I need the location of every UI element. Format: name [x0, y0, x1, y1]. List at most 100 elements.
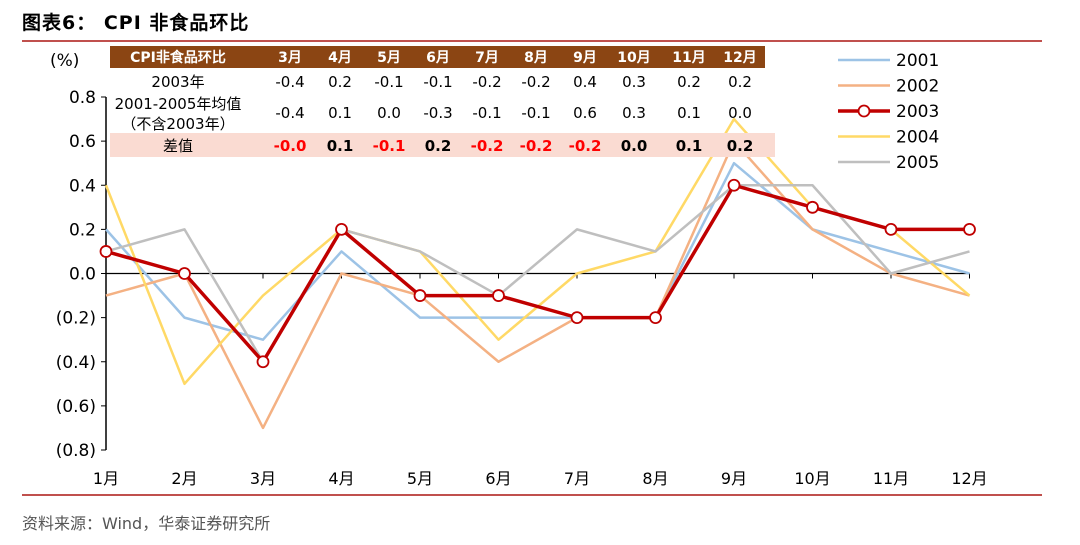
- table-cell: 0.2: [728, 73, 752, 91]
- table-cell: -0.3: [423, 104, 452, 122]
- legend: 2001 2002 2003 2004 2005: [838, 51, 939, 173]
- table-diff-cell: -0.2: [471, 137, 504, 155]
- legend-marker-2003: [857, 104, 871, 118]
- table-cell: 0.2: [328, 73, 352, 91]
- y-tick-label: 0.0: [69, 265, 96, 285]
- series-point-2003: [335, 222, 348, 236]
- table-cell: -0.2: [472, 73, 501, 91]
- chart-title: 图表6： CPI 非食品环比: [22, 12, 250, 34]
- y-tick-label: (0.4): [56, 353, 96, 373]
- legend-label-2005: 2005: [896, 153, 939, 173]
- series-point-2003: [727, 178, 741, 192]
- table-header-month: 12月: [723, 50, 756, 66]
- y-tick-label: (0.2): [56, 309, 96, 329]
- table-cell: 0.3: [622, 104, 646, 122]
- table-diff-bg: [110, 133, 775, 157]
- series-line-2004: [104, 117, 971, 386]
- table-header-month: 4月: [328, 50, 352, 66]
- legend-label-2002: 2002: [896, 77, 939, 97]
- y-tick-label: (0.6): [56, 397, 96, 417]
- series-point-2003: [99, 245, 113, 258]
- series-point-2003: [256, 355, 270, 369]
- series-line-2002: [105, 139, 970, 430]
- table-header-month: 8月: [524, 50, 548, 66]
- x-tick-label: 10月: [794, 469, 830, 488]
- y-axis-unit: (%): [50, 51, 79, 71]
- table-row-label: 2003年: [151, 73, 204, 91]
- source-note: 资料来源：Wind，华泰证券研究所: [22, 514, 271, 533]
- table-row-label: 差值: [163, 137, 193, 155]
- table-diff-cell: -0.0: [274, 137, 307, 155]
- series-point-2003: [963, 222, 976, 236]
- table-diff-cell: 0.2: [425, 137, 452, 155]
- x-tick-label: 6月: [485, 469, 511, 488]
- table-cell: 0.6: [573, 104, 597, 122]
- table-header-month: 7月: [475, 50, 499, 66]
- table-cell: -0.4: [275, 73, 304, 91]
- series-point-2003: [570, 311, 584, 325]
- table-cell: 0.4: [573, 73, 597, 91]
- x-tick-label: 7月: [564, 469, 590, 488]
- series-point-2003: [884, 222, 898, 236]
- x-tick-label: 2月: [171, 469, 197, 488]
- table-diff-cell: 0.0: [621, 137, 648, 155]
- table-cell: -0.2: [521, 73, 550, 91]
- table-cell: 0.0: [728, 104, 752, 122]
- y-tick-label: 0.2: [69, 220, 96, 240]
- table-diff-cell: -0.1: [373, 137, 406, 155]
- series-line-2003: [105, 183, 970, 364]
- legend-label-2004: 2004: [896, 128, 939, 148]
- y-tick-label: 0.6: [69, 132, 96, 152]
- table-diff-cell: 0.2: [727, 137, 754, 155]
- x-tick-label: 4月: [328, 469, 354, 488]
- table-cell: -0.1: [374, 73, 403, 91]
- x-tick-label: 12月: [951, 469, 987, 488]
- table-cell: 0.1: [328, 104, 352, 122]
- axes: (%) 0.8 0.6 0.4 0.2 0.0 (0.2) (0.4) (0.6) (0.8) 1月…: [50, 51, 988, 488]
- table-diff-cell: -0.2: [569, 137, 602, 155]
- top-rule: [22, 40, 1042, 42]
- table-header-month: 11月: [672, 50, 705, 66]
- x-tick-label: 8月: [642, 469, 668, 488]
- table-row-label: 2001-2005年均值: [115, 95, 242, 113]
- table-row-label-note: （不含2003年）: [121, 115, 234, 133]
- table-cell: 0.2: [677, 73, 701, 91]
- table-diff-cell: -0.2: [520, 137, 553, 155]
- data-table: CPI非食品环比 3月 4月 5月 6月 7月 8月 9月 10月 11月 12月 2003年 -0.4…: [110, 46, 775, 157]
- table-diff-cell: 0.1: [327, 137, 354, 155]
- table-cell: -0.1: [423, 73, 452, 91]
- series-layer: [99, 117, 976, 430]
- table-header-month: 6月: [426, 50, 450, 66]
- legend-label-2003: 2003: [896, 102, 939, 122]
- series-point-2003: [649, 311, 662, 325]
- x-tick-label: 3月: [250, 469, 276, 488]
- table-header-label: CPI非食品环比: [130, 49, 226, 66]
- table-cell: 0.1: [677, 104, 701, 122]
- series-point-2003: [413, 289, 427, 302]
- series-point-2003: [492, 289, 505, 302]
- x-tick-label: 11月: [873, 469, 909, 488]
- table-header-month: 10月: [617, 50, 650, 66]
- series-line-2005: [105, 184, 970, 363]
- series-line-2001: [105, 161, 970, 341]
- bottom-rule: [22, 494, 1042, 496]
- x-tick-label: 9月: [721, 469, 747, 488]
- x-tick-label: 5月: [407, 469, 433, 488]
- table-diff-cell: 0.1: [676, 137, 703, 155]
- table-cell: -0.1: [472, 104, 501, 122]
- table-header-bg: [110, 46, 765, 68]
- table-header-month: 5月: [377, 50, 401, 66]
- x-tick-label: 1月: [93, 469, 119, 488]
- series-point-2003: [806, 200, 819, 214]
- y-tick-label: (0.8): [56, 441, 96, 461]
- table-cell: -0.1: [521, 104, 550, 122]
- y-tick-label: 0.8: [69, 88, 96, 108]
- table-cell: -0.4: [275, 104, 304, 122]
- table-cell: 0.0: [377, 104, 401, 122]
- y-tick-label: 0.4: [69, 176, 96, 196]
- series-point-2003: [178, 267, 191, 280]
- table-header-month: 9月: [573, 50, 597, 66]
- table-header-month: 3月: [278, 50, 302, 66]
- table-cell: 0.3: [622, 73, 646, 91]
